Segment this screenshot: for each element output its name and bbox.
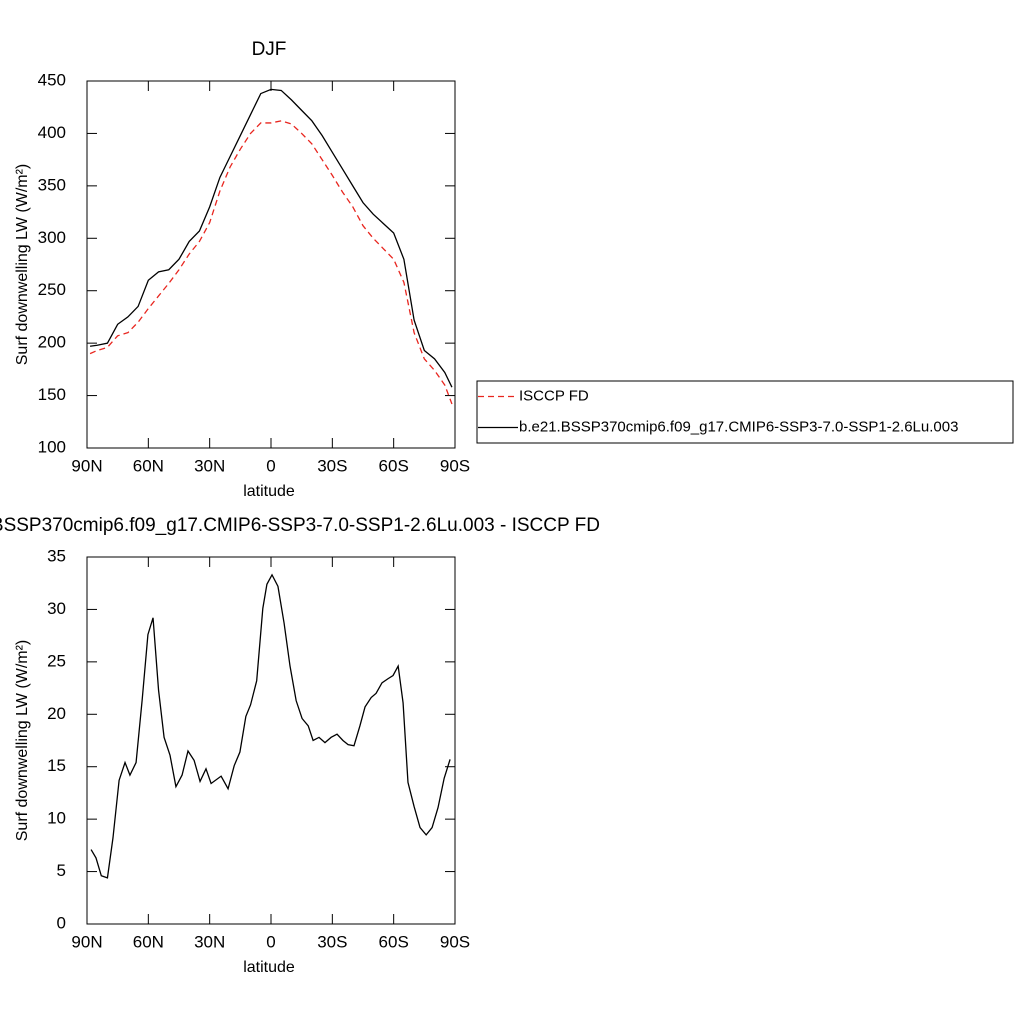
y-tick-label: 15: [47, 756, 66, 775]
x-tick-label: 0: [266, 456, 275, 475]
x-axis-label: latitude: [243, 483, 295, 500]
plot-frame: [86, 80, 456, 449]
x-tick-label: 60N: [133, 932, 164, 951]
x-tick-label: 0: [266, 932, 275, 951]
y-tick-label: 0: [57, 913, 66, 932]
y-axis-label: Surf downwelling LW (W/m²): [14, 640, 31, 842]
plot-frame: [86, 556, 456, 925]
y-tick-label: 20: [47, 704, 66, 723]
x-tick-label: 90N: [71, 932, 102, 951]
y-tick-label: 200: [38, 333, 66, 352]
data-line: [89, 88, 453, 388]
x-tick-label: 30S: [317, 932, 347, 951]
x-tick-label: 90S: [440, 456, 470, 475]
data-line: [90, 573, 451, 879]
x-tick-label: 60S: [379, 932, 409, 951]
y-tick-label: 250: [38, 280, 66, 299]
y-tick-label: 350: [38, 175, 66, 194]
y-tick-label: 100: [38, 437, 66, 456]
x-tick-label: 90N: [71, 456, 102, 475]
y-tick-label: 10: [47, 809, 66, 828]
y-tick-label: 150: [38, 385, 66, 404]
y-tick-label: 30: [47, 599, 66, 618]
y-tick-label: 300: [38, 228, 66, 247]
y-tick-label: 5: [57, 861, 66, 880]
chart-title: DJF: [252, 39, 287, 60]
x-tick-label: 60S: [379, 456, 409, 475]
x-tick-label: 30N: [194, 456, 225, 475]
x-tick-label: 90S: [440, 932, 470, 951]
x-tick-label: 30N: [194, 932, 225, 951]
x-tick-label: 30S: [317, 456, 347, 475]
y-tick-label: 35: [47, 546, 66, 565]
y-tick-label: 400: [38, 123, 66, 142]
y-axis-label: Surf downwelling LW (W/m²): [14, 164, 31, 366]
legend-label: ISCCP FD: [519, 387, 589, 404]
legend-label: b.e21.BSSP370cmip6.f09_g17.CMIP6-SSP3-7.…: [519, 418, 958, 435]
x-tick-label: 60N: [133, 456, 164, 475]
y-tick-label: 450: [38, 70, 66, 89]
data-line: [89, 120, 453, 405]
x-axis-label: latitude: [243, 959, 295, 976]
y-tick-label: 25: [47, 651, 66, 670]
legend-box: [476, 380, 1014, 444]
chart-title: b.e21.BSSP370cmip6.f09_g17.CMIP6-SSP3-7.…: [0, 515, 600, 536]
